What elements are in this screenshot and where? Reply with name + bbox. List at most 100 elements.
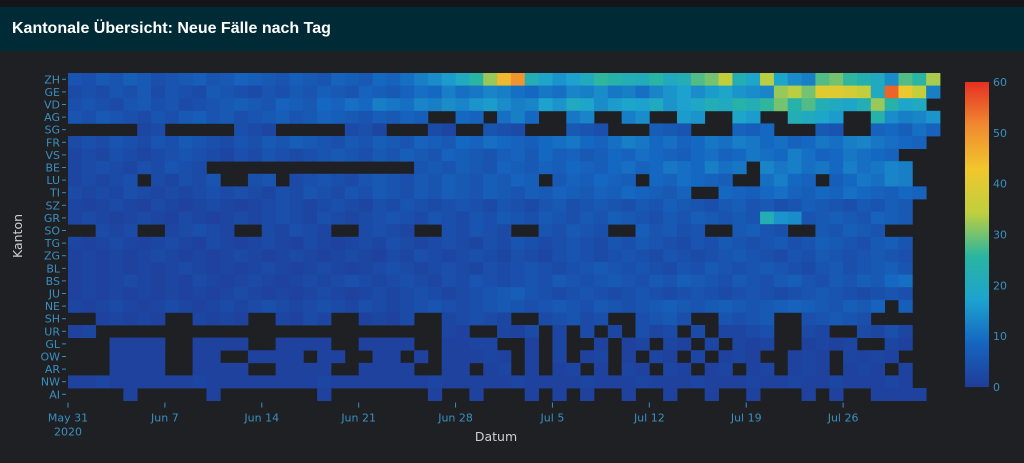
heatmap-cell[interactable] xyxy=(856,186,872,200)
heatmap-cell[interactable] xyxy=(497,161,512,175)
heatmap-cell[interactable] xyxy=(303,312,318,326)
heatmap-cell[interactable] xyxy=(718,136,733,149)
heatmap-cell[interactable] xyxy=(317,173,332,187)
heatmap-cell[interactable] xyxy=(856,362,872,376)
heatmap-cell[interactable] xyxy=(68,110,83,124)
heatmap-cell[interactable] xyxy=(386,136,401,149)
heatmap-cell[interactable] xyxy=(261,148,277,162)
heatmap-cell[interactable] xyxy=(68,299,83,313)
heatmap-cell[interactable] xyxy=(746,148,761,162)
heatmap-cell[interactable] xyxy=(635,362,650,376)
heatmap-cell[interactable] xyxy=(275,350,290,364)
heatmap-cell[interactable] xyxy=(497,325,512,338)
heatmap-cell[interactable] xyxy=(81,136,97,149)
heatmap-cell[interactable] xyxy=(801,375,816,389)
heatmap-cell[interactable] xyxy=(303,98,318,112)
heatmap-cell[interactable] xyxy=(607,299,623,313)
heatmap-cell[interactable] xyxy=(289,375,304,389)
heatmap-cell[interactable] xyxy=(732,325,747,338)
heatmap-cell[interactable] xyxy=(330,299,346,313)
heatmap-cell[interactable] xyxy=(829,148,844,162)
heatmap-cell[interactable] xyxy=(829,98,844,112)
heatmap-cell[interactable] xyxy=(801,249,816,263)
heatmap-cell[interactable] xyxy=(773,136,789,149)
heatmap-cell[interactable] xyxy=(593,161,609,175)
heatmap-cell[interactable] xyxy=(386,110,401,124)
heatmap-cell[interactable] xyxy=(690,236,706,250)
heatmap-cell[interactable] xyxy=(455,186,470,200)
heatmap-cell[interactable] xyxy=(524,350,539,364)
heatmap-cell[interactable] xyxy=(234,312,249,326)
heatmap-cell[interactable] xyxy=(690,211,706,225)
heatmap-cell[interactable] xyxy=(386,85,401,99)
heatmap-cell[interactable] xyxy=(497,173,512,187)
heatmap-cell[interactable] xyxy=(801,362,816,376)
heatmap-cell[interactable] xyxy=(663,236,678,250)
heatmap-cell[interactable] xyxy=(261,274,277,288)
heatmap-cell[interactable] xyxy=(649,211,664,225)
heatmap-cell[interactable] xyxy=(607,287,623,301)
heatmap-cell[interactable] xyxy=(137,287,152,301)
heatmap-cell[interactable] xyxy=(234,262,249,275)
heatmap-cell[interactable] xyxy=(68,211,83,225)
heatmap-cell[interactable] xyxy=(746,362,761,376)
heatmap-cell[interactable] xyxy=(510,173,526,187)
heatmap-cell[interactable] xyxy=(635,299,650,313)
heatmap-cell[interactable] xyxy=(580,85,595,99)
heatmap-cell[interactable] xyxy=(649,85,664,99)
heatmap-cell[interactable] xyxy=(843,186,858,200)
heatmap-cell[interactable] xyxy=(801,262,816,275)
heatmap-cell[interactable] xyxy=(898,337,913,351)
heatmap-cell[interactable] xyxy=(220,337,235,351)
heatmap-cell[interactable] xyxy=(621,85,636,99)
heatmap-cell[interactable] xyxy=(704,375,719,389)
heatmap-cell[interactable] xyxy=(690,350,706,364)
heatmap-cell[interactable] xyxy=(261,173,277,187)
heatmap-cell[interactable] xyxy=(829,312,844,326)
heatmap-cell[interactable] xyxy=(635,199,650,212)
heatmap-cell[interactable] xyxy=(81,325,97,338)
heatmap-cell[interactable] xyxy=(344,236,360,250)
heatmap-cell[interactable] xyxy=(746,199,761,212)
heatmap-cell[interactable] xyxy=(773,173,789,187)
heatmap-cell[interactable] xyxy=(261,350,277,364)
heatmap-cell[interactable] xyxy=(469,224,484,238)
heatmap-cell[interactable] xyxy=(663,73,678,86)
heatmap-cell[interactable] xyxy=(856,262,872,275)
heatmap-cell[interactable] xyxy=(400,186,415,200)
heatmap-cell[interactable] xyxy=(400,110,415,124)
heatmap-cell[interactable] xyxy=(870,148,886,162)
heatmap-cell[interactable] xyxy=(68,136,83,149)
heatmap-cell[interactable] xyxy=(372,274,387,288)
heatmap-cell[interactable] xyxy=(400,211,415,225)
heatmap-cell[interactable] xyxy=(566,199,581,212)
heatmap-cell[interactable] xyxy=(732,375,747,389)
heatmap-cell[interactable] xyxy=(497,98,512,112)
heatmap-cell[interactable] xyxy=(289,312,304,326)
heatmap-cell[interactable] xyxy=(137,362,152,376)
heatmap-cell[interactable] xyxy=(68,148,83,162)
heatmap-cell[interactable] xyxy=(386,274,401,288)
heatmap-cell[interactable] xyxy=(234,362,249,376)
heatmap-cell[interactable] xyxy=(192,287,207,301)
heatmap-cell[interactable] xyxy=(178,136,193,149)
heatmap-cell[interactable] xyxy=(829,73,844,86)
heatmap-cell[interactable] xyxy=(441,375,456,389)
heatmap-cell[interactable] xyxy=(566,148,581,162)
heatmap-cell[interactable] xyxy=(469,148,484,162)
heatmap-cell[interactable] xyxy=(123,199,138,212)
heatmap-cell[interactable] xyxy=(275,186,290,200)
heatmap-cell[interactable] xyxy=(455,211,470,225)
heatmap-cell[interactable] xyxy=(704,388,719,401)
heatmap-cell[interactable] xyxy=(455,98,470,112)
heatmap-cell[interactable] xyxy=(621,375,636,389)
heatmap-cell[interactable] xyxy=(746,211,761,225)
heatmap-cell[interactable] xyxy=(580,388,595,401)
heatmap-cell[interactable] xyxy=(815,274,830,288)
heatmap-cell[interactable] xyxy=(330,73,346,86)
heatmap-cell[interactable] xyxy=(275,85,290,99)
heatmap-cell[interactable] xyxy=(414,262,429,275)
heatmap-cell[interactable] xyxy=(510,375,526,389)
heatmap-cell[interactable] xyxy=(372,337,387,351)
heatmap-cell[interactable] xyxy=(427,199,443,212)
